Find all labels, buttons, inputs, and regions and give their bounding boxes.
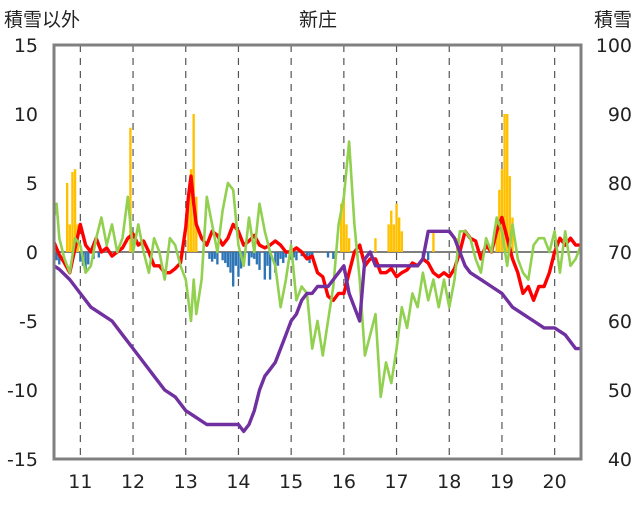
frame-layer (52, 43, 583, 461)
series-line-1 (52, 140, 583, 399)
bar-9 (84, 252, 87, 273)
bar-37 (266, 252, 269, 266)
bar-42 (282, 252, 285, 264)
bar-15 (189, 169, 193, 252)
bar-40 (276, 252, 280, 266)
bar-24 (226, 252, 230, 268)
bar-0 (55, 252, 58, 261)
bar-20 (213, 252, 216, 259)
bar-26 (231, 252, 235, 287)
left-tick-label--10: -10 (7, 380, 38, 402)
left-tick-label-10: 10 (14, 104, 38, 126)
bar-3 (68, 224, 71, 252)
bar-51 (326, 252, 330, 258)
bar-55 (345, 224, 348, 252)
bar-32 (250, 252, 253, 258)
bar-28 (237, 252, 240, 277)
bar-14 (187, 203, 190, 252)
ticks-layer: -15 -10 -5 0 5 10 15 40 50 60 70 80 90 100 11 12 13 14 15 1… (7, 35, 632, 493)
grid-layer (54, 45, 581, 459)
right-tick-label-70: 70 (608, 242, 632, 264)
bar-41 (279, 252, 282, 259)
bar-46 (295, 252, 298, 261)
right-tick-label-50: 50 (608, 380, 632, 402)
right-tick-label-90: 90 (608, 104, 632, 126)
bar-63 (400, 231, 404, 252)
right-tick-label-40: 40 (608, 449, 632, 471)
bar-57 (374, 238, 377, 252)
bar-34 (255, 252, 259, 265)
bar-12 (97, 252, 100, 258)
bar-66 (432, 231, 435, 252)
bar-22 (221, 252, 224, 261)
left-tick-label-0: 0 (26, 242, 38, 264)
right-tick-label-80: 80 (608, 173, 632, 195)
bar-1 (58, 252, 61, 265)
right-axis-label: 積雪 (594, 9, 632, 31)
bar-73 (508, 176, 512, 252)
bar-36 (263, 252, 266, 280)
chart-title: 新庄 (299, 9, 337, 31)
bar-71 (503, 114, 506, 252)
plot-frame (52, 43, 583, 461)
left-tick-label--5: -5 (19, 311, 38, 333)
bar-74 (511, 217, 514, 252)
bar-16 (192, 114, 195, 252)
bar-31 (247, 252, 251, 266)
bar-61 (395, 203, 398, 252)
bar-4 (71, 171, 74, 252)
bar-58 (387, 224, 390, 252)
x-tick-label-12: 12 (121, 471, 145, 493)
left-axis-label: 積雪以外 (4, 9, 80, 31)
bar-45 (292, 252, 295, 258)
bar-13 (129, 127, 132, 252)
bar-18 (208, 252, 211, 259)
bar-10 (87, 252, 90, 265)
bar-54 (342, 196, 346, 252)
bar-65 (426, 252, 430, 261)
x-tick-label-11: 11 (68, 471, 92, 493)
bar-59 (390, 210, 393, 252)
bar-48 (305, 252, 309, 259)
bar-43 (284, 252, 288, 258)
left-tick-label--15: -15 (7, 449, 38, 471)
bar-70 (500, 169, 504, 252)
bar-33 (253, 252, 256, 259)
bar-35 (258, 252, 261, 270)
bar-2 (65, 183, 69, 252)
right-tick-label-60: 60 (608, 311, 632, 333)
bar-53 (340, 203, 343, 252)
left-tick-label-5: 5 (26, 173, 38, 195)
x-tick-label-19: 19 (490, 471, 514, 493)
x-tick-label-20: 20 (543, 471, 567, 493)
bar-62 (397, 217, 401, 252)
bar-56 (347, 238, 351, 252)
bar-5 (73, 169, 77, 252)
bar-60 (392, 224, 396, 252)
x-tick-label-13: 13 (174, 471, 198, 493)
bar-21 (216, 252, 219, 265)
right-tick-label-100: 100 (596, 35, 632, 57)
x-tick-label-14: 14 (226, 471, 250, 493)
left-tick-label-15: 15 (14, 35, 38, 57)
bar-7 (79, 252, 82, 262)
bar-52 (332, 252, 335, 259)
bar-38 (268, 252, 272, 280)
x-tick-label-18: 18 (437, 471, 461, 493)
bar-23 (224, 252, 227, 264)
bar-27 (234, 252, 238, 266)
x-tick-label-16: 16 (332, 471, 356, 493)
bar-72 (506, 114, 509, 252)
x-tick-label-15: 15 (279, 471, 303, 493)
bar-25 (229, 252, 232, 273)
x-tick-label-17: 17 (384, 471, 408, 493)
series-line-2 (53, 229, 581, 434)
bar-19 (210, 252, 214, 262)
lines-layer (52, 140, 583, 434)
